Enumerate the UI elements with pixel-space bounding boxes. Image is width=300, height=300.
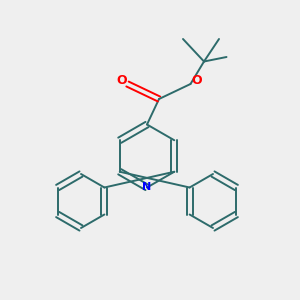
Text: O: O xyxy=(117,74,128,87)
Text: O: O xyxy=(192,74,203,87)
Text: N: N xyxy=(142,182,152,193)
